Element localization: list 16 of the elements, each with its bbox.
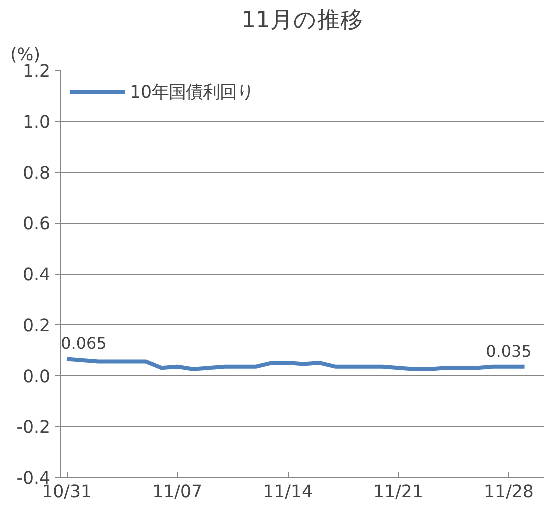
y-tick-label: 1.0: [22, 112, 51, 133]
x-tick-label: 11/07: [152, 482, 203, 502]
y-tick-label: 0.2: [22, 316, 51, 336]
y-tick-label: 0.8: [22, 164, 51, 184]
x-tick-label: 11/28: [484, 482, 534, 502]
y-tick-label: 0.0: [22, 367, 51, 388]
chart-title: 11月の推移: [242, 8, 364, 34]
legend-label: 10年国債利回り: [130, 82, 254, 104]
line-series: [65, 357, 527, 372]
x-tick-label: 11/14: [263, 482, 313, 502]
data-label: 0.065: [61, 334, 107, 354]
y-tick-label: 0.4: [22, 266, 51, 286]
x-tick-label: 11/21: [374, 482, 424, 502]
data-label: 0.035: [486, 342, 532, 361]
y-tick-label: 0.6: [22, 214, 51, 235]
y-tick-label: -0.2: [16, 418, 50, 438]
